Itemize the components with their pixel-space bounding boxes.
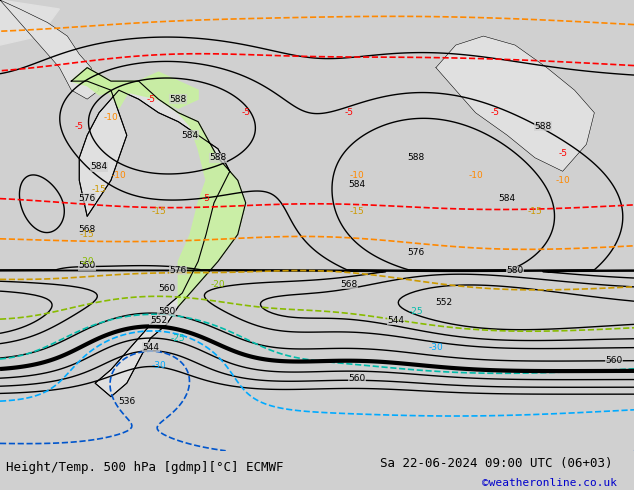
Text: -25: -25	[409, 307, 424, 316]
Text: 576: 576	[170, 266, 187, 275]
Text: -5: -5	[241, 108, 250, 117]
Text: 580: 580	[507, 266, 524, 275]
Text: 584: 584	[91, 162, 108, 171]
Text: 588: 588	[170, 95, 187, 104]
Text: 576: 576	[79, 194, 96, 203]
Text: 560: 560	[79, 262, 96, 270]
Polygon shape	[71, 68, 198, 108]
Text: 588: 588	[209, 153, 226, 162]
Text: -30: -30	[151, 361, 166, 369]
Text: -10: -10	[468, 172, 483, 180]
Polygon shape	[71, 68, 245, 307]
Text: Height/Temp. 500 hPa [gdmp][°C] ECMWF: Height/Temp. 500 hPa [gdmp][°C] ECMWF	[6, 461, 284, 474]
Text: -5: -5	[491, 108, 500, 117]
Text: 584: 584	[181, 131, 199, 140]
Text: -25: -25	[171, 334, 186, 343]
Text: 560: 560	[348, 374, 365, 383]
Text: 536: 536	[118, 397, 136, 406]
Text: -30: -30	[429, 343, 443, 352]
Text: 580: 580	[158, 307, 175, 316]
Polygon shape	[436, 36, 595, 171]
Text: 552: 552	[435, 297, 453, 307]
Text: -5: -5	[75, 122, 84, 131]
Text: -10: -10	[349, 172, 364, 180]
Text: -5: -5	[202, 194, 210, 203]
Text: -5: -5	[558, 149, 567, 158]
Text: 568: 568	[79, 225, 96, 234]
Polygon shape	[71, 68, 245, 397]
Text: 544: 544	[142, 343, 159, 352]
Text: -15: -15	[349, 207, 364, 217]
Polygon shape	[0, 0, 60, 45]
Text: ©weatheronline.co.uk: ©weatheronline.co.uk	[482, 478, 617, 488]
Text: -15: -15	[80, 230, 94, 239]
Text: 552: 552	[150, 316, 167, 324]
Text: -20: -20	[210, 279, 225, 289]
Text: -5: -5	[146, 95, 155, 104]
Text: -20: -20	[80, 257, 94, 266]
Text: 560: 560	[605, 356, 623, 365]
Text: -10: -10	[103, 113, 119, 122]
Text: -15: -15	[151, 207, 166, 217]
Text: -15: -15	[527, 207, 542, 217]
Text: -5: -5	[344, 108, 353, 117]
Text: 588: 588	[408, 153, 425, 162]
Text: 588: 588	[534, 122, 552, 131]
Text: -10: -10	[555, 176, 570, 185]
Text: 576: 576	[408, 248, 425, 257]
Text: 560: 560	[158, 284, 175, 293]
Text: -15: -15	[92, 185, 107, 194]
Text: Sa 22-06-2024 09:00 UTC (06+03): Sa 22-06-2024 09:00 UTC (06+03)	[380, 457, 613, 470]
Text: -10: -10	[112, 172, 126, 180]
Text: 544: 544	[388, 316, 404, 324]
Text: 584: 584	[498, 194, 516, 203]
Text: 584: 584	[348, 180, 365, 189]
Text: 568: 568	[340, 279, 358, 289]
Polygon shape	[0, 0, 99, 99]
